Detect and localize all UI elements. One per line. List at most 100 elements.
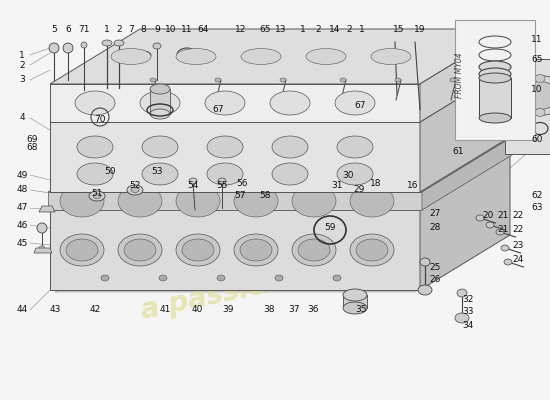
Ellipse shape <box>111 48 151 64</box>
Polygon shape <box>343 295 367 308</box>
Ellipse shape <box>340 78 346 82</box>
Text: 21: 21 <box>497 210 509 220</box>
Polygon shape <box>420 67 510 192</box>
Ellipse shape <box>105 154 149 174</box>
Text: 8: 8 <box>140 26 146 34</box>
Text: 9: 9 <box>154 26 160 34</box>
Text: 50: 50 <box>104 168 116 176</box>
Ellipse shape <box>479 73 511 83</box>
Text: 14: 14 <box>329 26 340 34</box>
Text: 59: 59 <box>324 224 336 232</box>
Text: 53: 53 <box>151 168 163 176</box>
Ellipse shape <box>275 275 283 281</box>
Text: 36: 36 <box>307 306 319 314</box>
Text: 55: 55 <box>216 182 228 190</box>
Ellipse shape <box>153 43 161 49</box>
Text: 64: 64 <box>197 26 208 34</box>
Ellipse shape <box>343 302 367 314</box>
Ellipse shape <box>182 239 214 261</box>
Ellipse shape <box>298 239 330 261</box>
Text: 24: 24 <box>513 256 524 264</box>
Text: 67: 67 <box>212 106 224 114</box>
Ellipse shape <box>240 239 272 261</box>
Ellipse shape <box>140 91 180 115</box>
Ellipse shape <box>356 239 388 261</box>
Ellipse shape <box>176 234 220 266</box>
Text: 48: 48 <box>16 186 28 194</box>
Text: 11: 11 <box>531 36 543 44</box>
Ellipse shape <box>479 61 511 73</box>
Text: 29: 29 <box>353 186 365 194</box>
Ellipse shape <box>306 48 346 64</box>
Text: 1: 1 <box>359 26 365 34</box>
Text: 1: 1 <box>104 26 110 34</box>
Text: 58: 58 <box>259 192 271 200</box>
Text: 26: 26 <box>430 276 441 284</box>
Ellipse shape <box>205 91 245 115</box>
Text: 10: 10 <box>165 26 177 34</box>
Ellipse shape <box>337 163 373 185</box>
Ellipse shape <box>189 178 197 184</box>
Text: 38: 38 <box>263 306 275 314</box>
Text: 63: 63 <box>531 204 543 212</box>
Ellipse shape <box>241 48 281 64</box>
Ellipse shape <box>77 163 113 185</box>
Text: 16: 16 <box>407 180 419 190</box>
Ellipse shape <box>479 113 511 123</box>
Text: a passion for: a passion for <box>138 255 342 325</box>
Text: 1: 1 <box>19 50 25 60</box>
Text: 5: 5 <box>51 26 57 34</box>
Text: 61: 61 <box>452 148 464 156</box>
Ellipse shape <box>176 185 220 217</box>
Ellipse shape <box>513 92 523 100</box>
Text: 12: 12 <box>235 26 247 34</box>
Text: 35: 35 <box>355 306 367 314</box>
Ellipse shape <box>66 239 98 261</box>
Ellipse shape <box>292 185 336 217</box>
Polygon shape <box>505 58 550 154</box>
Text: 2: 2 <box>346 26 352 34</box>
Ellipse shape <box>535 74 545 82</box>
Text: 49: 49 <box>16 170 28 180</box>
Text: 2: 2 <box>116 26 122 34</box>
Ellipse shape <box>118 234 162 266</box>
Ellipse shape <box>279 154 323 174</box>
Text: 56: 56 <box>236 178 248 188</box>
Polygon shape <box>479 78 511 118</box>
Ellipse shape <box>234 234 278 266</box>
Ellipse shape <box>93 194 101 198</box>
Ellipse shape <box>292 234 336 266</box>
Ellipse shape <box>150 84 170 94</box>
Text: 39: 39 <box>222 306 234 314</box>
Ellipse shape <box>89 191 105 201</box>
Polygon shape <box>150 89 170 114</box>
Text: 43: 43 <box>50 306 60 314</box>
Text: 7: 7 <box>128 26 134 34</box>
Text: 22: 22 <box>513 226 524 234</box>
Ellipse shape <box>159 275 167 281</box>
Ellipse shape <box>60 185 104 217</box>
Text: 20: 20 <box>482 210 494 220</box>
Ellipse shape <box>395 154 439 174</box>
Ellipse shape <box>337 154 381 174</box>
Ellipse shape <box>131 188 139 192</box>
Ellipse shape <box>139 53 147 57</box>
Text: 65: 65 <box>531 56 543 64</box>
Polygon shape <box>50 84 420 122</box>
Ellipse shape <box>176 48 216 64</box>
Ellipse shape <box>535 108 545 116</box>
Ellipse shape <box>335 91 375 115</box>
Text: 1: 1 <box>300 26 306 34</box>
Ellipse shape <box>371 48 411 64</box>
Ellipse shape <box>217 275 225 281</box>
Text: 68: 68 <box>26 144 38 152</box>
Ellipse shape <box>333 275 341 281</box>
Ellipse shape <box>343 289 367 301</box>
Text: 21: 21 <box>497 226 509 234</box>
Text: 2: 2 <box>315 26 321 34</box>
Polygon shape <box>50 155 510 210</box>
Ellipse shape <box>142 163 178 185</box>
Text: 45: 45 <box>16 238 28 248</box>
Text: 65: 65 <box>259 26 271 34</box>
Ellipse shape <box>234 185 278 217</box>
